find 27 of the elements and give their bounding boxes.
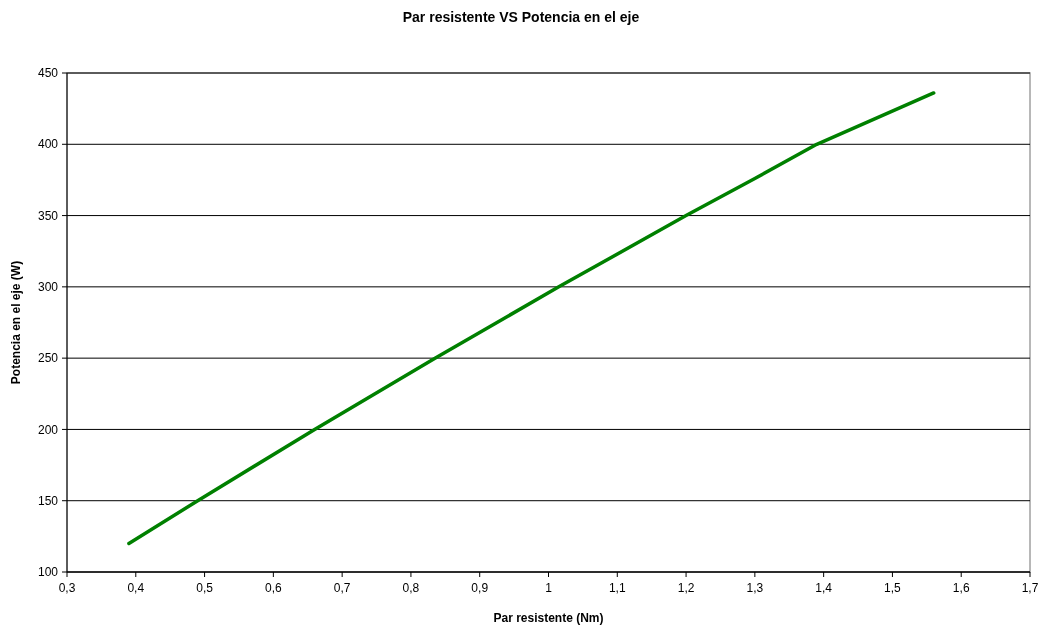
y-tick-label: 400 <box>37 137 59 152</box>
y-axis-title: Potencia en el eje (W) <box>9 260 23 385</box>
x-tick-label: 1,1 <box>608 581 626 595</box>
x-tick-label: 0,3 <box>58 581 76 595</box>
y-tick-label: 250 <box>37 351 59 366</box>
x-axis-title: Par resistente (Nm) <box>493 611 604 625</box>
x-tick-label: 0,5 <box>196 581 214 595</box>
x-tick-label: 0,4 <box>127 581 145 595</box>
x-tick-label: 0,9 <box>471 581 489 595</box>
y-tick-label: 200 <box>37 422 59 437</box>
chart-title: Par resistente VS Potencia en el eje <box>402 9 640 25</box>
y-tick-label: 450 <box>37 66 59 81</box>
y-tick-label: 350 <box>37 208 59 223</box>
y-tick-label: 100 <box>37 565 59 580</box>
x-tick-label: 1,6 <box>952 581 970 595</box>
x-tick-label: 0,8 <box>402 581 420 595</box>
x-tick-label: 1,3 <box>746 581 764 595</box>
y-tick-label: 150 <box>37 493 59 508</box>
x-tick-label: 1,7 <box>1021 581 1039 595</box>
y-tick-label: 300 <box>37 280 59 295</box>
x-tick-label: 0,7 <box>333 581 351 595</box>
x-tick-label: 0,6 <box>265 581 283 595</box>
x-tick-label: 1 <box>545 581 553 595</box>
x-tick-label: 1,4 <box>815 581 833 595</box>
x-tick-label: 1,5 <box>884 581 902 595</box>
x-tick-label: 1,2 <box>677 581 695 595</box>
line-series <box>127 91 936 546</box>
